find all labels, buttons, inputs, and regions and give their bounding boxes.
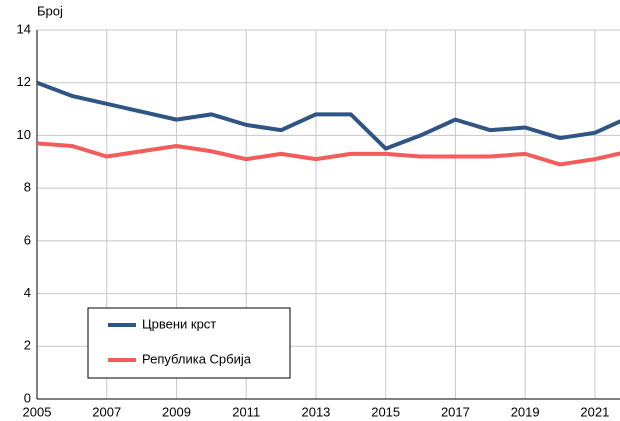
legend-box bbox=[87, 307, 291, 379]
y-axis-label: Број bbox=[37, 3, 63, 18]
y-tick-label: 12 bbox=[17, 74, 31, 89]
x-tick-label: 2019 bbox=[511, 404, 540, 419]
x-tick-label: 2013 bbox=[301, 404, 330, 419]
x-tick-label: 2011 bbox=[232, 404, 260, 419]
y-tick-label: 10 bbox=[17, 127, 31, 142]
x-tick-label: 2009 bbox=[162, 404, 191, 419]
x-tick-label: 2017 bbox=[441, 404, 470, 419]
x-tick-label: 2015 bbox=[371, 404, 400, 419]
line-series bbox=[37, 141, 620, 167]
legend-label: Црвени крст bbox=[142, 316, 216, 331]
x-tick-label: 2005 bbox=[23, 404, 52, 419]
y-tick-label: 4 bbox=[24, 285, 31, 300]
plot-area bbox=[37, 80, 620, 167]
x-tick-label: 2021 bbox=[580, 404, 609, 419]
y-tick-label: 6 bbox=[24, 232, 31, 247]
line-series bbox=[37, 80, 620, 151]
y-tick-label: 2 bbox=[24, 338, 31, 353]
x-tick-label: 2007 bbox=[92, 404, 121, 419]
legend-label: Република Србија bbox=[142, 351, 252, 366]
y-tick-label: 14 bbox=[17, 21, 31, 36]
y-tick-label: 8 bbox=[24, 180, 31, 195]
y-tick-label: 0 bbox=[24, 390, 31, 405]
